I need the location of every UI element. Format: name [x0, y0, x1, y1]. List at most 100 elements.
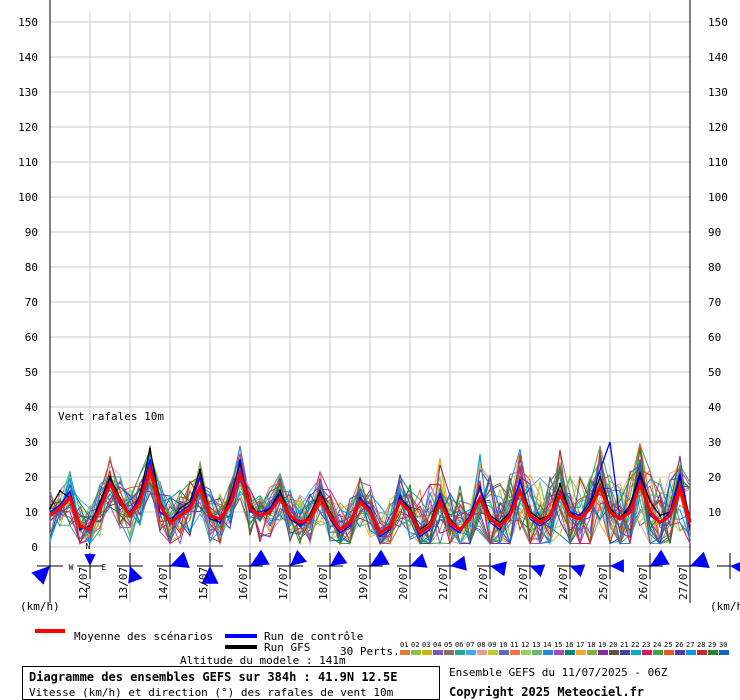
- main-series-lines: [49, 441, 692, 538]
- legend-mean-label: Moyenne des scénarios: [74, 630, 214, 643]
- x-tick-label: 12/07: [77, 567, 90, 600]
- pert-color-swatch: [499, 650, 509, 655]
- gfs-point: [49, 507, 51, 510]
- gfs-point: [139, 493, 141, 496]
- gfs-point: [109, 476, 111, 478]
- wind-rose-petal: [290, 549, 308, 566]
- pert-color-swatch: [664, 650, 674, 655]
- x-tick-label: 26/07: [637, 567, 650, 600]
- gfs-point: [329, 511, 331, 513]
- wind-rose-petal: [730, 562, 740, 572]
- y-tick-label-left: 140: [18, 51, 38, 64]
- pert-id-label: 05: [444, 641, 452, 649]
- x-tick-label: 21/07: [437, 567, 450, 600]
- pert-id-label: 29: [708, 641, 716, 649]
- gfs-point: [199, 469, 201, 471]
- gfs-point: [279, 490, 281, 492]
- x-tick-label: 27/07: [677, 567, 690, 600]
- gfs-point: [399, 497, 401, 499]
- wind-rose-petal: [410, 553, 428, 568]
- pert-color-swatch: [609, 650, 619, 655]
- legend-perts-label: 30 Perts.: [340, 645, 400, 658]
- pert-id-label: 27: [686, 641, 694, 649]
- pert-id-label: 10: [499, 641, 507, 649]
- pert-color-swatch: [719, 650, 729, 655]
- pert-color-swatch: [653, 650, 663, 655]
- altitude-label: Altitude du modele : 141m: [180, 654, 346, 667]
- y-tick-label-left: 0: [31, 541, 38, 554]
- pert-id-label: 13: [532, 641, 540, 649]
- units-right: (km/h): [710, 600, 740, 613]
- pert-id-label: 28: [697, 641, 705, 649]
- gfs-point: [239, 462, 241, 464]
- gfs-point: [189, 500, 191, 503]
- pert-id-label: 25: [664, 641, 672, 649]
- wind-rose-petal: [128, 566, 143, 584]
- y-tick-label-right: 30: [708, 436, 721, 449]
- x-tick-label: 16/07: [237, 567, 250, 600]
- units-left: (km/h): [20, 600, 60, 613]
- wind-rose-petal: [490, 561, 507, 577]
- pert-id-label: 21: [620, 641, 628, 649]
- legend-gfs-swatch: [225, 645, 257, 649]
- y-tick-label-left: 120: [18, 121, 38, 134]
- y-tick-label-left: 10: [25, 506, 38, 519]
- wind-rose-petal: [450, 555, 467, 571]
- pert-id-label: 11: [510, 641, 518, 649]
- gfs-point: [319, 490, 321, 492]
- y-tick-label-left: 110: [18, 156, 38, 169]
- pert-color-swatch: [510, 650, 520, 655]
- wind-rose-petal: [690, 551, 710, 568]
- wind-rose-petal: [370, 549, 390, 566]
- y-tick-label-left: 130: [18, 86, 38, 99]
- y-tick-label-left: 20: [25, 471, 38, 484]
- gfs-point: [639, 472, 641, 475]
- wind-rose-petal: [330, 550, 348, 566]
- footer-subtitle: Vitesse (km/h) et direction (°) des rafa…: [29, 686, 394, 699]
- pert-color-swatch: [521, 650, 531, 655]
- y-tick-label-right: 80: [708, 261, 721, 274]
- gfs-point: [409, 507, 411, 510]
- gfs-point: [499, 521, 501, 524]
- x-tick-label: 23/07: [517, 567, 530, 600]
- y-tick-label-right: 140: [708, 51, 728, 64]
- x-tick-label: 18/07: [317, 567, 330, 600]
- run-label: Ensemble GEFS du 11/07/2025 - 06Z: [449, 666, 668, 679]
- legend-control-swatch: [225, 634, 257, 638]
- pert-id-label: 24: [653, 641, 661, 649]
- gfs-point: [99, 500, 101, 503]
- pert-id-label: 04: [433, 641, 441, 649]
- pert-color-swatch: [422, 650, 432, 655]
- y-tick-label-left: 50: [25, 366, 38, 379]
- y-tick-label-right: 90: [708, 226, 721, 239]
- gfs-point: [229, 497, 231, 499]
- pert-id-label: 20: [609, 641, 617, 649]
- pert-id-label: 18: [587, 641, 595, 649]
- pert-color-swatch: [708, 650, 718, 655]
- pert-id-label: 23: [642, 641, 650, 649]
- pert-color-swatch: [642, 650, 652, 655]
- y-tick-label-right: 110: [708, 156, 728, 169]
- x-tick-label: 20/07: [397, 567, 410, 600]
- gfs-point: [649, 500, 651, 503]
- footer-title: Diagramme des ensembles GEFS sur 384h : …: [29, 670, 398, 684]
- pert-id-label: 30: [719, 641, 727, 649]
- pert-id-label: 26: [675, 641, 683, 649]
- pert-color-swatch: [587, 650, 597, 655]
- wind-rose-petal: [530, 564, 546, 577]
- wind-rose-petal: [250, 549, 270, 566]
- y-tick-label-right: 100: [708, 191, 728, 204]
- wind-rose-petal: [201, 566, 219, 584]
- pert-color-swatch: [532, 650, 542, 655]
- compass-letter: E: [102, 563, 107, 572]
- compass-letter: W: [69, 563, 74, 572]
- pert-color-swatch: [554, 650, 564, 655]
- x-tick-label: 22/07: [477, 567, 490, 600]
- y-tick-labels: 0 10 10 20 20 30 30 40 40 50 50 60 60 70 70 80 80 90 90 100…: [18, 16, 728, 554]
- x-tick-label: 14/07: [157, 567, 170, 600]
- compass-letter: N: [86, 542, 91, 551]
- pert-color-swatch: [686, 650, 696, 655]
- y-tick-label-right: 120: [708, 121, 728, 134]
- pert-color-swatch: [675, 650, 685, 655]
- gfs-point: [599, 476, 601, 478]
